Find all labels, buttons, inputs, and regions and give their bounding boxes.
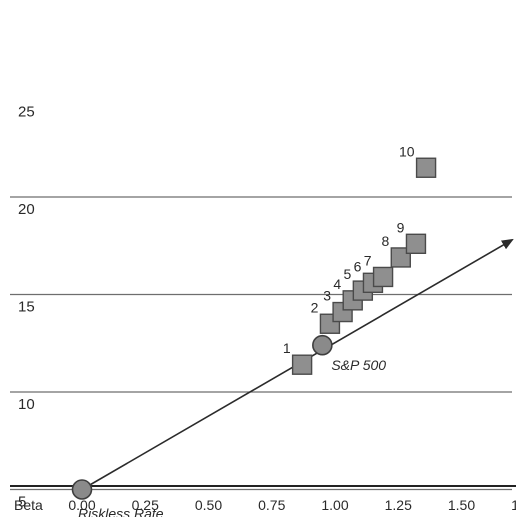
y-tick-label-10: 10 [18,396,35,413]
x-tick-label-3: 0.75 [258,497,285,513]
y-tick-label-20: 20 [18,201,35,218]
riskless-rate-label: Riskless Rate [78,506,164,517]
y-tick-label-25: 25 [18,104,35,121]
portfolio-3-label: 3 [323,288,331,304]
x-tick-label-6: 1.50 [448,497,475,513]
reference-marker-0 [71,479,93,500]
portfolio-9-label: 9 [397,219,405,235]
x-tick-label-4: 1.00 [321,497,348,513]
portfolio-7-marker [372,266,394,288]
portfolio-9-marker [405,233,427,255]
x-tick-label-1: 0.25 [132,497,159,513]
reference-marker-1 [312,334,333,356]
y-axis-ticks: 5 10 15 20 25 [18,104,35,511]
x-tick-label-2: 0.50 [195,497,222,513]
y-tick-label-15: 15 [18,299,35,316]
portfolio-1-marker [291,354,313,375]
portfolio-10-marker [415,157,437,178]
x-tick-label-0: 0.00 [68,497,95,513]
x-axis-label: Beta [14,497,43,513]
portfolio-2-label: 2 [311,299,319,315]
x-tick-label-5: 1.25 [385,497,412,513]
portfolio-7-label: 7 [364,252,372,268]
gridlines [10,196,512,491]
x-axis-ticks: 0.00 0.25 0.50 0.75 1.00 1.25 1.50 1.75 [68,497,516,513]
y-tick-label-5: 5 [18,494,26,511]
portfolio-8-label: 8 [381,233,389,249]
x-tick-label-7: 1.75 [511,497,516,513]
portfolio-8-marker [390,247,411,268]
portfolio-6-label: 6 [354,258,362,274]
portfolio-4-label: 4 [333,276,341,292]
portfolio-5-label: 5 [344,266,352,282]
sp500-label: S&P 500 [331,357,386,373]
portfolio-10-label: 10 [399,143,415,159]
portfolio-1-label: 1 [283,340,291,356]
